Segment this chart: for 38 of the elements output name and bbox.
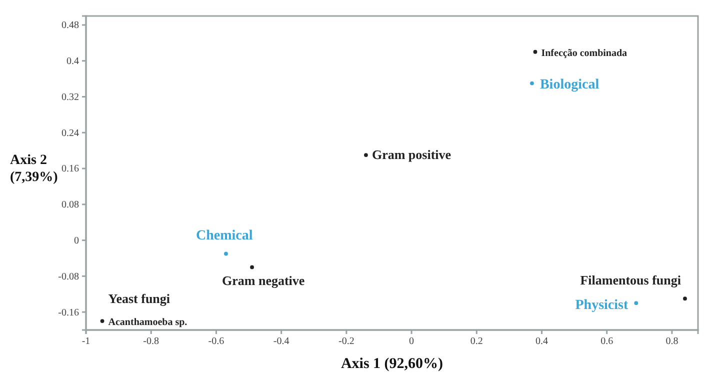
point bbox=[100, 319, 104, 323]
x-tick-label: -0.4 bbox=[273, 336, 290, 348]
x-tick-label: 0.8 bbox=[666, 336, 678, 348]
y-tick-label: 0.24 bbox=[62, 128, 79, 139]
x-tick-label: -0.6 bbox=[208, 336, 224, 348]
y-tick-label: 0.48 bbox=[62, 20, 79, 32]
x-tick-label: 0.6 bbox=[600, 336, 614, 348]
point bbox=[530, 81, 534, 86]
annotation: Gram negative bbox=[222, 273, 305, 288]
annotation: Yeast fungi bbox=[108, 291, 170, 306]
x-tick-label: 0.4 bbox=[535, 336, 548, 348]
annotation: Acanthamoeba sp. bbox=[108, 317, 188, 328]
annotation: Gram positive bbox=[372, 147, 452, 162]
x-tick-label: -0.2 bbox=[338, 336, 354, 348]
point bbox=[250, 265, 254, 270]
point bbox=[364, 153, 368, 158]
y-tick-label: -0.16 bbox=[58, 307, 79, 318]
y-tick-label: 0.4 bbox=[66, 56, 79, 68]
annotation: Physicist bbox=[575, 298, 628, 314]
point bbox=[533, 50, 538, 54]
point bbox=[634, 301, 638, 306]
y-tick-label: 0 bbox=[74, 235, 79, 246]
x-tick-label: -0.8 bbox=[143, 336, 160, 348]
y-tick-label: 0.32 bbox=[62, 92, 79, 103]
point bbox=[224, 252, 228, 256]
y-axis-title: Axis 2 (7,39%) bbox=[10, 153, 58, 186]
x-tick-label: -1 bbox=[82, 336, 90, 348]
annotation: Chemical bbox=[196, 228, 253, 244]
x-axis-title: Axis 1 (92,60%) bbox=[340, 356, 444, 372]
y-tick-label: 0.16 bbox=[62, 164, 79, 175]
x-tick-label: 0.2 bbox=[470, 336, 483, 348]
annotation: Biological bbox=[540, 77, 600, 92]
y-tick-label: 0.08 bbox=[62, 200, 79, 211]
annotation: Infecção combinada bbox=[541, 48, 628, 59]
x-tick-label: 0 bbox=[409, 336, 414, 348]
point bbox=[683, 296, 687, 301]
annotation: Filamentous fungi bbox=[580, 272, 682, 288]
y-tick-label: -0.08 bbox=[58, 271, 79, 282]
